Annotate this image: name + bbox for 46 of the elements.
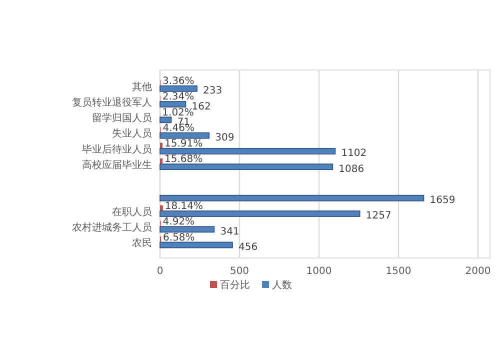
bar [160, 101, 186, 108]
y-tick-label: 毕业后待业人员 [82, 143, 152, 156]
y-tick-label: 留学归国人员 [92, 112, 152, 124]
y-tick-label: 其他 [132, 80, 152, 93]
bar [160, 132, 210, 139]
bar [160, 85, 198, 92]
data-label: 341 [220, 226, 240, 238]
legend-label: 人数 [272, 280, 292, 291]
y-tick-label: 农民 [132, 238, 152, 250]
x-tick-label: 2000 [465, 266, 491, 277]
y-tick-label: 在职人员 [112, 206, 152, 218]
bar [160, 242, 233, 248]
bar [160, 194, 424, 202]
bar [160, 142, 163, 148]
x-tick-label: 1500 [386, 266, 412, 277]
bar [160, 226, 215, 233]
data-label: 15.91% [164, 138, 203, 150]
data-label: 309 [215, 132, 234, 144]
data-label: 1086 [338, 164, 364, 175]
data-label: 1102 [341, 148, 367, 160]
bar [160, 205, 163, 211]
data-label: 233 [203, 86, 222, 97]
bar [160, 148, 336, 154]
data-label: 3.36% [162, 76, 194, 88]
y-tick-label: 复员转业退役军人 [72, 96, 152, 108]
bar [160, 164, 334, 170]
data-label: 18.14% [164, 201, 204, 212]
x-tick-label: 500 [230, 266, 250, 277]
data-label: 456 [238, 242, 258, 253]
data-label: 1.02% [162, 107, 194, 118]
data-label: 15.68% [164, 154, 203, 166]
y-tick-label: 高校应届毕业生 [82, 159, 152, 171]
data-label: 4.46% [162, 122, 194, 134]
x-tick-label: 0 [156, 266, 164, 277]
bar [160, 116, 172, 124]
data-label: 1257 [366, 210, 392, 222]
legend-label: 百分比 [220, 279, 250, 291]
data-label: 2.34% [162, 92, 194, 103]
x-tick-label: 1000 [306, 266, 332, 277]
data-label: 6.58% [163, 232, 195, 244]
data-label: 4.92% [162, 216, 195, 228]
data-label: 162 [192, 101, 211, 112]
data-label: 1659 [430, 195, 456, 206]
y-tick-label: 失业人员 [112, 128, 152, 140]
y-tick-label: 农村进城务工人员 [72, 222, 152, 234]
bar [160, 210, 360, 217]
